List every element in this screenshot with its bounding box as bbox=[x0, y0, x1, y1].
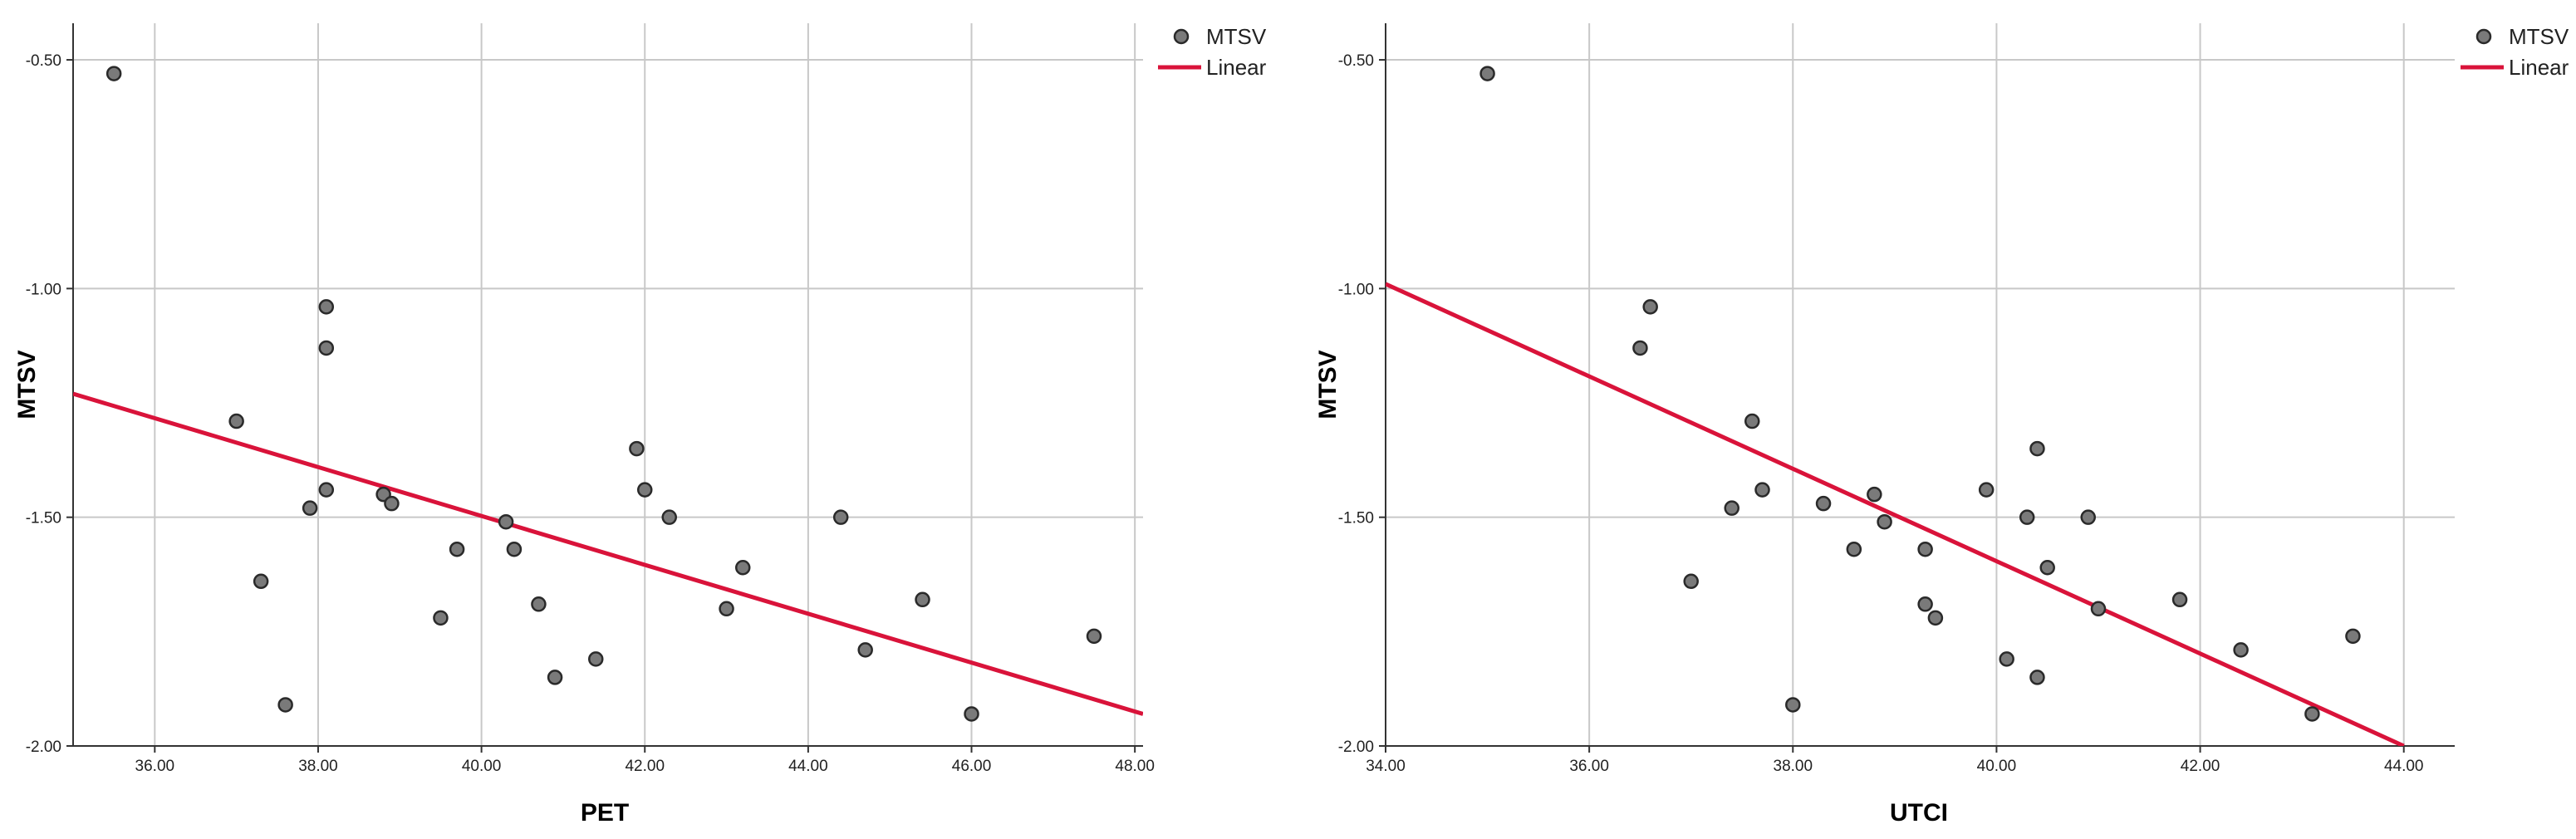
data-point bbox=[2345, 628, 2361, 645]
y-tick-label: -1.00 bbox=[1338, 281, 1374, 298]
data-point bbox=[1846, 541, 1862, 557]
data-point bbox=[1744, 413, 1760, 429]
x-tick-label: 44.00 bbox=[2384, 758, 2424, 775]
data-point bbox=[2304, 706, 2320, 722]
x-tick-label: 40.00 bbox=[1977, 758, 2017, 775]
y-tick-label: -1.00 bbox=[26, 281, 61, 298]
x-tick-label: 36.00 bbox=[135, 758, 175, 775]
data-point bbox=[2090, 601, 2107, 617]
x-tick-label: 36.00 bbox=[1569, 758, 1609, 775]
data-point bbox=[1815, 495, 1832, 512]
x-tick-label: 44.00 bbox=[788, 758, 828, 775]
data-point bbox=[734, 560, 751, 576]
x-tick-label: 46.00 bbox=[952, 758, 992, 775]
data-point bbox=[498, 513, 514, 530]
x-tick-label: 34.00 bbox=[1366, 758, 1406, 775]
data-point bbox=[636, 482, 653, 498]
x-axis-title: PET bbox=[581, 799, 629, 827]
data-point bbox=[661, 509, 677, 525]
x-tick-label: 38.00 bbox=[1774, 758, 1813, 775]
data-point bbox=[531, 596, 547, 612]
y-tick-label: -0.50 bbox=[1338, 52, 1374, 70]
legend-marker-mtsv bbox=[1173, 28, 1190, 45]
data-point bbox=[302, 500, 318, 516]
pet-chart: -0.50 -1.00 -1.50 -2.00 36.00 38.00 40.00 42.00… bbox=[13, 23, 1267, 827]
data-point bbox=[2039, 560, 2055, 576]
data-point bbox=[2019, 509, 2035, 525]
data-point bbox=[2233, 642, 2249, 658]
data-point bbox=[318, 482, 335, 498]
data-point bbox=[1999, 651, 2014, 667]
legend-label-linear: Linear bbox=[1206, 55, 1267, 80]
legend-marker-mtsv bbox=[2475, 28, 2492, 45]
x-tick-label: 48.00 bbox=[1115, 758, 1155, 775]
x-axis-title: UTCI bbox=[1890, 799, 1948, 827]
data-point bbox=[588, 651, 604, 667]
utci-chart: -0.50 -1.00 -1.50 -2.00 34.00 36.00 38.00 40.00… bbox=[1314, 23, 2569, 827]
y-tick-label: -0.50 bbox=[26, 52, 61, 70]
data-point bbox=[2029, 440, 2045, 457]
data-point bbox=[433, 610, 449, 626]
data-point bbox=[964, 706, 979, 722]
data-point bbox=[384, 495, 400, 512]
y-tick-label: -2.00 bbox=[1338, 738, 1374, 756]
data-point bbox=[1632, 340, 1648, 356]
data-point bbox=[547, 670, 563, 685]
data-point bbox=[1917, 596, 1933, 612]
data-point bbox=[1086, 628, 1102, 645]
data-point bbox=[2171, 591, 2188, 608]
data-point bbox=[228, 413, 244, 429]
y-tick-label: -1.50 bbox=[1338, 510, 1374, 527]
data-point bbox=[1724, 500, 1739, 516]
data-point bbox=[1785, 697, 1801, 713]
data-point bbox=[1867, 486, 1882, 503]
data-point bbox=[1927, 610, 1944, 626]
data-point bbox=[253, 573, 269, 590]
data-point bbox=[1479, 66, 1495, 81]
data-point bbox=[719, 601, 734, 617]
data-point bbox=[1683, 573, 1699, 590]
x-tick-label: 38.00 bbox=[298, 758, 338, 775]
data-point bbox=[449, 541, 465, 557]
data-point bbox=[1978, 482, 1995, 498]
x-tick-label: 42.00 bbox=[2181, 758, 2220, 775]
data-point bbox=[1642, 299, 1658, 315]
data-point bbox=[629, 440, 645, 457]
x-tick-label: 40.00 bbox=[462, 758, 502, 775]
legend-label-mtsv: MTSV bbox=[2509, 24, 2569, 49]
data-point bbox=[832, 509, 849, 525]
data-point bbox=[1917, 541, 1933, 557]
data-point bbox=[277, 697, 293, 713]
data-point bbox=[857, 642, 873, 658]
linear-fit-line bbox=[73, 391, 1143, 716]
data-point bbox=[2029, 670, 2045, 685]
data-point bbox=[318, 299, 335, 315]
data-point bbox=[915, 591, 930, 608]
x-tick-label: 42.00 bbox=[625, 758, 665, 775]
data-point bbox=[2080, 509, 2096, 525]
y-axis-title: MTSV bbox=[1314, 350, 1342, 419]
data-point bbox=[318, 340, 335, 356]
data-point bbox=[105, 66, 122, 81]
legend-label-mtsv: MTSV bbox=[1206, 24, 1267, 49]
y-axis-title: MTSV bbox=[13, 350, 41, 419]
y-tick-label: -1.50 bbox=[26, 510, 61, 527]
legend-label-linear: Linear bbox=[2509, 55, 2569, 80]
data-point bbox=[1754, 482, 1770, 498]
data-point bbox=[506, 541, 523, 557]
y-tick-label: -2.00 bbox=[26, 738, 61, 756]
data-point bbox=[1877, 513, 1892, 530]
linear-fit-line bbox=[1386, 282, 2405, 746]
